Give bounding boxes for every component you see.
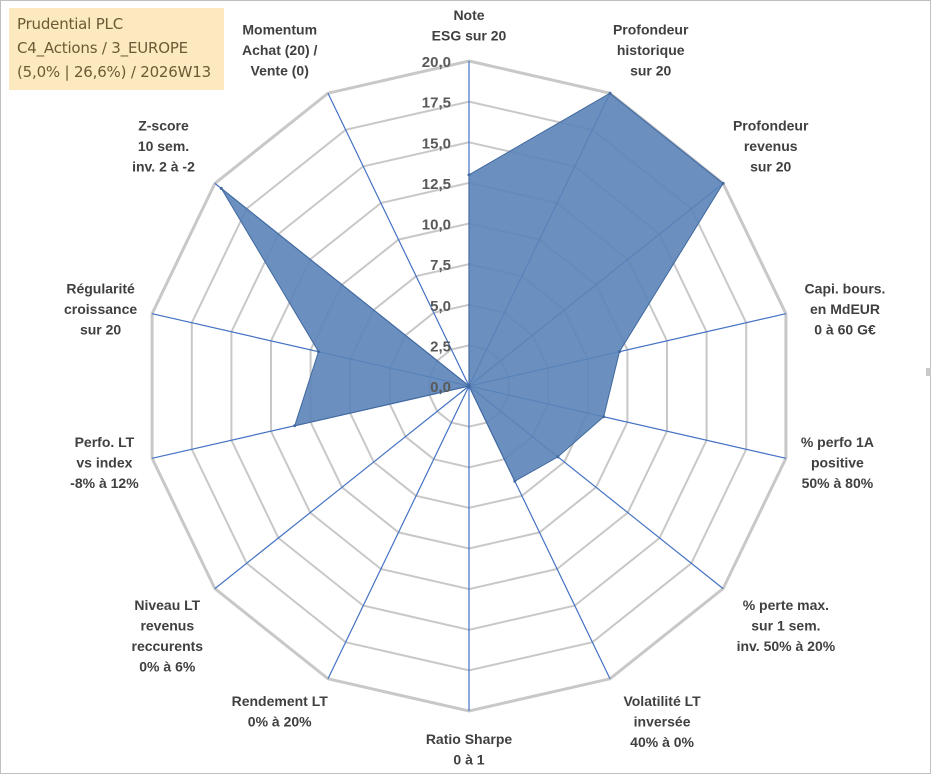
axis-label: Rendement LT 0% à 20% xyxy=(232,693,329,730)
data-point xyxy=(293,424,297,428)
axis-label-line: 50% à 80% xyxy=(802,475,874,491)
axis-label-line: inversée xyxy=(634,713,691,729)
title-box: Prudential PLC C4_Actions / 3_EUROPE (5,… xyxy=(9,8,224,90)
tick-label: 20,0 xyxy=(422,54,451,71)
axis-label: Perfo. LT vs index -8% à 12% xyxy=(70,434,139,491)
axis-label-line: Capi. bours. xyxy=(805,281,886,297)
axis-label-line: historique xyxy=(617,42,685,58)
axis-label-line: sur 20 xyxy=(750,158,791,174)
axis-label-line: inv. 50% à 20% xyxy=(737,638,836,654)
axis-spoke xyxy=(327,385,470,680)
data-point xyxy=(602,415,606,419)
radar-series xyxy=(219,91,725,483)
axis-label: % perfo 1A positive 50% à 80% xyxy=(801,434,874,491)
data-point xyxy=(513,479,517,483)
axis-label-line: sur 20 xyxy=(80,322,121,338)
axis-spoke xyxy=(214,385,470,590)
axis-label-line: 10 sem. xyxy=(138,138,189,154)
axis-label-line: Rendement LT xyxy=(232,693,329,709)
axis-label-line: -8% à 12% xyxy=(70,475,139,491)
axis-label-line: Profondeur xyxy=(733,117,809,133)
axis-label: Volatilité LT inversée 40% à 0% xyxy=(623,693,701,750)
axis-label-line: Perfo. LT xyxy=(75,434,135,450)
data-point xyxy=(467,384,471,388)
data-point xyxy=(467,173,471,177)
radar-axis-labels: Note ESG sur 20 Profondeur historique sur 20… xyxy=(64,7,885,768)
axis-label-line: positive xyxy=(811,455,864,471)
axis-label-line: Note xyxy=(453,7,484,23)
resize-handle[interactable] xyxy=(926,368,931,376)
axis-label: Régularité croissance sur 20 xyxy=(64,281,137,338)
axis-label: Profondeur historique sur 20 xyxy=(613,22,689,79)
axis-label-line: Régularité xyxy=(66,281,135,297)
axis-label-line: Volatilité LT xyxy=(623,693,701,709)
data-point xyxy=(219,186,223,190)
axis-label-line: revenus xyxy=(140,618,194,634)
tick-label: 15,0 xyxy=(422,135,451,152)
category-path: C4_Actions / 3_EUROPE xyxy=(17,39,188,57)
axis-label-line: revenus xyxy=(744,138,798,154)
axis-label-line: ESG sur 20 xyxy=(432,28,507,44)
axis-label-line: sur 20 xyxy=(630,63,671,79)
axis-label-line: 0 à 60 G€ xyxy=(814,322,876,338)
axis-label: Ratio Sharpe 0 à 1 xyxy=(426,731,513,768)
data-point xyxy=(618,350,621,354)
axis-label: Z-score 10 sem. inv. 2 à -2 xyxy=(132,117,195,174)
axis-label-line: Vente (0) xyxy=(251,63,309,79)
axis-label: Note ESG sur 20 xyxy=(432,7,507,44)
axis-label-line: inv. 2 à -2 xyxy=(132,158,195,174)
axis-label: Niveau LT revenus reccurents 0% à 6% xyxy=(132,597,204,675)
axis-label-line: reccurents xyxy=(132,638,204,654)
axis-label-line: Niveau LT xyxy=(134,597,200,613)
axis-label-line: sur 1 sem. xyxy=(751,618,820,634)
period-info: (5,0% | 26,6%) / 2026W13 xyxy=(17,63,211,81)
axis-label: Momentum Achat (20) / Vente (0) xyxy=(242,22,318,79)
axis-label-line: croissance xyxy=(64,301,137,317)
axis-label-line: 0% à 20% xyxy=(248,713,312,729)
tick-label: 10,0 xyxy=(422,217,451,234)
tick-label: 17,5 xyxy=(422,95,451,112)
radar-tick-labels: 0,0 2,5 5,0 7,5 10,0 12,5 15,0 17,5 20,0 xyxy=(422,54,451,396)
axis-label-line: Profondeur xyxy=(613,22,689,38)
axis-label-line: 0% à 6% xyxy=(139,659,196,675)
company-name: Prudential PLC xyxy=(17,15,123,33)
axis-label: % perte max. sur 1 sem. inv. 50% à 20% xyxy=(737,597,836,654)
axis-label-line: en MdEUR xyxy=(810,301,880,317)
axis-label: Profondeur revenus sur 20 xyxy=(733,117,809,174)
axis-label-line: 0 à 1 xyxy=(453,752,484,768)
data-point xyxy=(608,91,612,95)
axis-label-line: 40% à 0% xyxy=(630,734,694,750)
tick-label: 5,0 xyxy=(430,298,451,315)
data-point xyxy=(556,455,560,459)
axis-spoke xyxy=(327,92,470,387)
axis-label-line: Momentum xyxy=(242,22,317,38)
axis-label-line: % perfo 1A xyxy=(801,434,874,450)
tick-label: 0,0 xyxy=(430,379,451,396)
axis-label-line: % perte max. xyxy=(743,597,829,613)
tick-label: 7,5 xyxy=(430,257,451,274)
tick-label: 2,5 xyxy=(430,338,451,355)
data-point xyxy=(317,350,320,354)
tick-label: 12,5 xyxy=(422,176,451,193)
axis-label: Capi. bours. en MdEUR 0 à 60 G€ xyxy=(805,281,886,338)
axis-label-line: Achat (20) / xyxy=(242,42,318,58)
axis-label-line: vs index xyxy=(76,455,132,471)
axis-label-line: Z-score xyxy=(138,117,189,133)
data-point xyxy=(721,181,725,185)
series-area xyxy=(220,92,724,482)
axis-label-line: Ratio Sharpe xyxy=(426,731,513,747)
